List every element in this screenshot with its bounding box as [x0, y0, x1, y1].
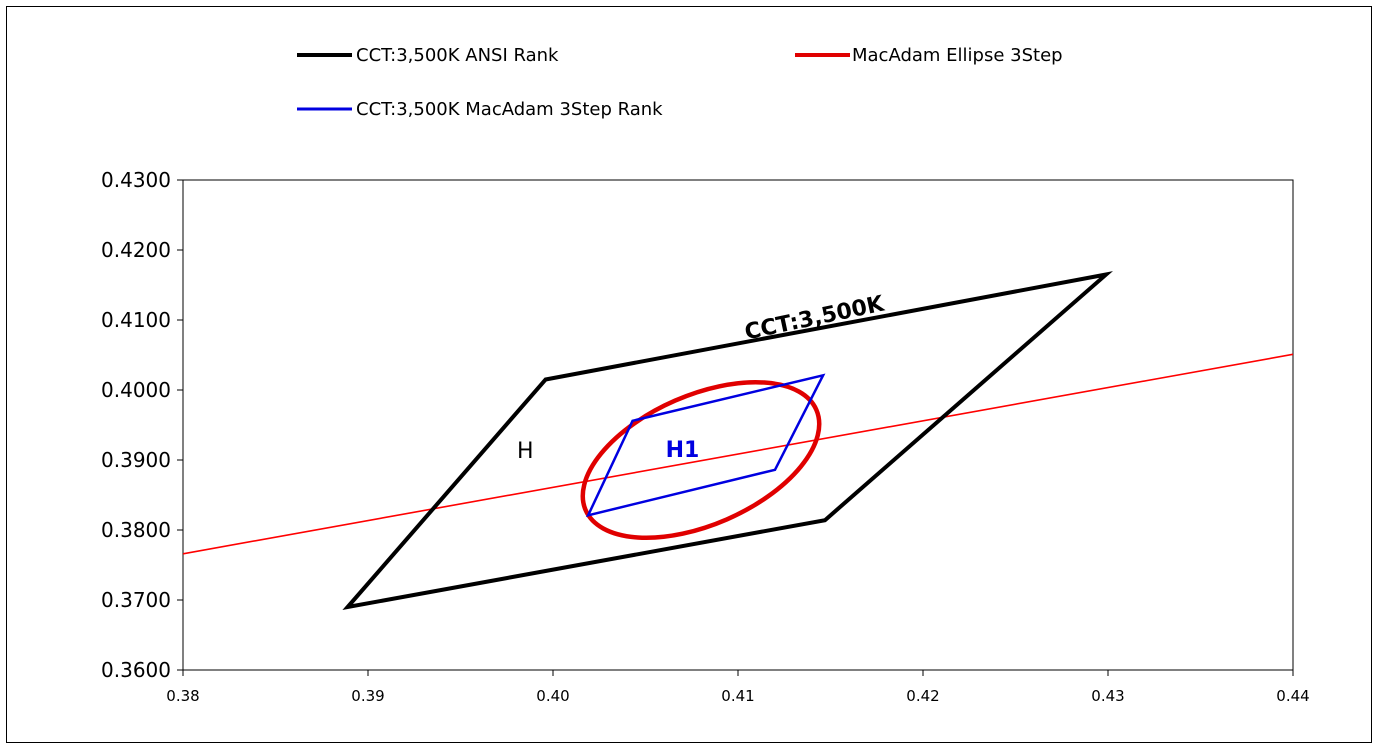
x-tick-label: 0.39 [351, 687, 384, 705]
y-tick-label: 0.4100 [101, 308, 171, 332]
x-tick-label: 0.41 [721, 687, 754, 705]
legend-label: CCT:3,500K MacAdam 3Step Rank [356, 99, 663, 120]
chart-frame: 0.4300 0.4200 0.4100 0.4000 0.3900 0.3800 0.37… [6, 6, 1372, 743]
y-tick-label: 0.3800 [101, 518, 171, 542]
x-tick-label: 0.38 [166, 687, 199, 705]
plot-content [183, 271, 1293, 610]
annotation-h: H [517, 439, 534, 464]
series-macadam-rank [585, 373, 826, 518]
y-tick-label: 0.4200 [101, 238, 171, 262]
y-tick-label: 0.4000 [101, 378, 171, 402]
plot-area [182, 179, 1294, 671]
x-tick-label: 0.43 [1091, 687, 1124, 705]
y-tick-label: 0.3700 [101, 588, 171, 612]
series-ansi-rank [342, 271, 1113, 610]
y-tick-label: 0.4300 [101, 168, 171, 192]
x-tick-label: 0.42 [906, 687, 939, 705]
y-tick-label: 0.3900 [101, 448, 171, 472]
annotation-h1: H1 [666, 438, 700, 463]
chart-svg: 0.4300 0.4200 0.4100 0.4000 0.3900 0.3800 0.37… [101, 45, 1310, 705]
x-tick-label: 0.40 [536, 687, 569, 705]
y-tick-label: 0.3600 [101, 658, 171, 682]
legend-label: MacAdam Ellipse 3Step [852, 45, 1063, 66]
x-tick-label: 0.44 [1276, 687, 1309, 705]
annotation-cct-3-500k: CCT:3,500K [743, 291, 888, 345]
reference-line [183, 353, 1293, 555]
legend-label: CCT:3,500K ANSI Rank [356, 45, 559, 66]
series-macadam-ellipse [580, 380, 822, 540]
